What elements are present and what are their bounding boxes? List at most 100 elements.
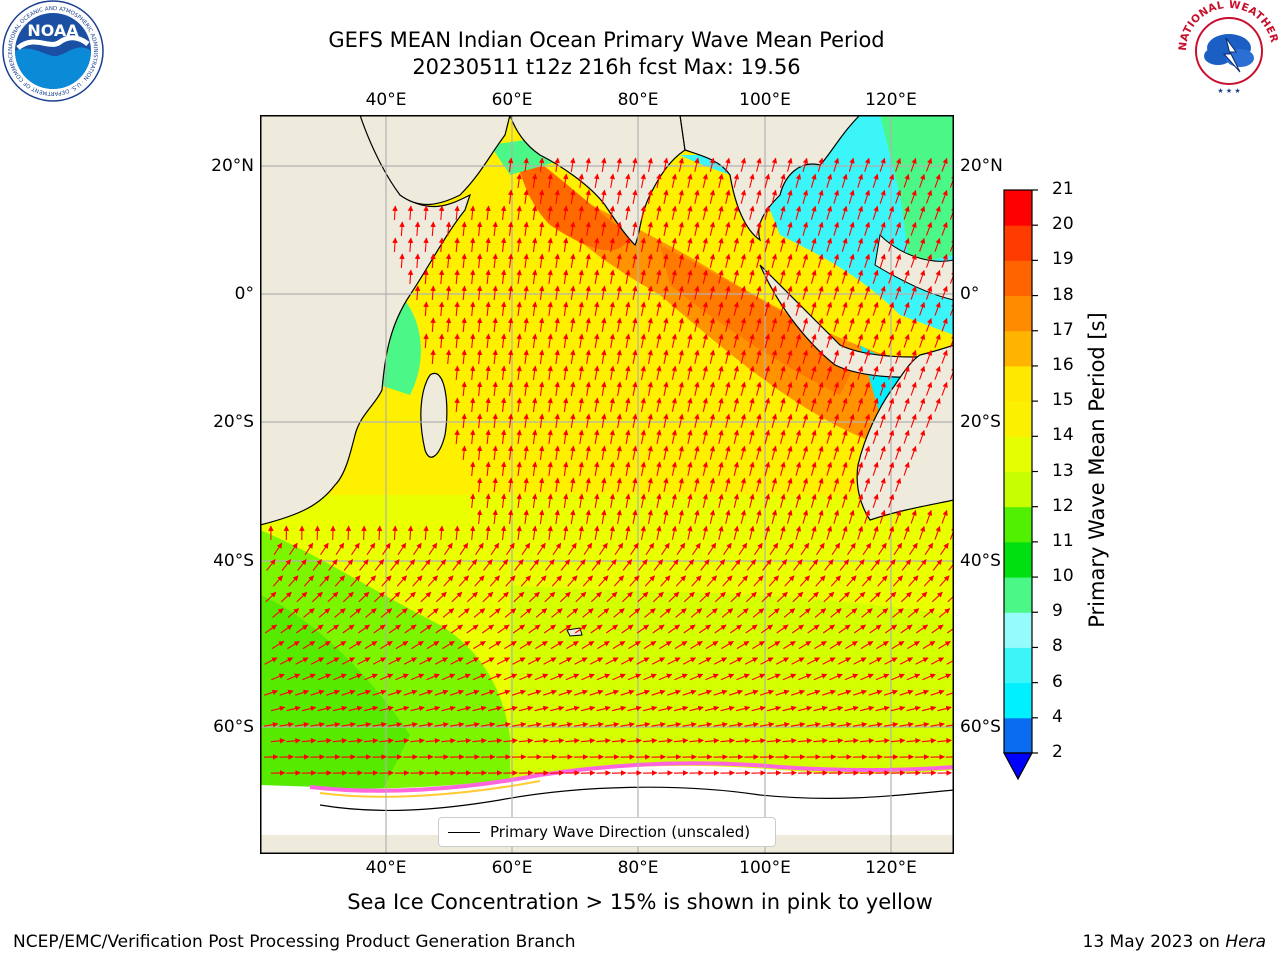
wave-direction-arrow [475, 542, 484, 556]
wave-direction-arrow [492, 253, 498, 269]
wave-direction-arrow [476, 317, 483, 333]
wave-direction-arrow [616, 317, 622, 332]
wave-direction-arrow [702, 429, 708, 444]
wave-direction-arrow [514, 559, 524, 571]
wave-direction-arrow [810, 237, 817, 252]
wave-direction-arrow [421, 559, 431, 571]
wave-direction-arrow [436, 559, 447, 571]
wave-direction-arrow [500, 365, 507, 381]
wave-direction-arrow [857, 365, 864, 380]
wave-direction-arrow [538, 477, 545, 492]
wave-direction-arrow [640, 493, 646, 509]
wave-direction-arrow [795, 493, 802, 508]
wave-direction-arrow [795, 365, 802, 380]
wave-direction-arrow [777, 559, 788, 571]
wave-direction-arrow [671, 397, 677, 412]
wave-direction-arrow [616, 189, 622, 204]
wave-direction-arrow [795, 461, 802, 476]
wave-direction-arrow [630, 542, 639, 556]
wave-direction-arrow [601, 221, 607, 236]
wave-direction-arrow [725, 253, 731, 268]
wave-direction-arrow [903, 365, 910, 380]
wave-direction-arrow [872, 429, 879, 444]
wave-direction-arrow [273, 542, 283, 556]
wave-direction-arrow [702, 269, 708, 284]
wave-direction-arrow [709, 285, 716, 300]
wave-direction-arrow [678, 189, 684, 204]
wave-direction-arrow [771, 189, 778, 204]
wave-direction-arrow [632, 221, 638, 237]
lat-label-left: 20°S [213, 412, 254, 432]
colorbar-segment [1004, 295, 1032, 332]
wave-direction-arrow [538, 509, 545, 524]
wave-direction-arrow [764, 237, 771, 252]
wave-direction-arrow [771, 253, 778, 268]
wave-direction-arrow [609, 333, 615, 348]
wave-direction-arrow [516, 525, 522, 540]
wave-direction-arrow [638, 559, 648, 571]
wave-direction-arrow [910, 189, 917, 204]
wave-direction-arrow [647, 413, 653, 429]
footer-credit: NCEP/EMC/Verification Post Processing Pr… [13, 932, 576, 952]
wave-direction-arrow [857, 301, 864, 316]
wave-direction-arrow [507, 285, 514, 300]
wave-direction-arrow [663, 413, 669, 429]
wave-direction-arrow [538, 253, 545, 268]
wave-direction-arrow [903, 205, 910, 220]
wave-direction-arrow [879, 221, 886, 236]
wave-direction-arrow [841, 269, 848, 284]
wave-direction-arrow [507, 349, 514, 364]
wave-direction-arrow [676, 542, 686, 556]
wave-direction-arrow [725, 381, 731, 396]
wave-direction-arrow [430, 349, 436, 365]
wave-direction-arrow [725, 477, 731, 492]
wave-direction-arrow [459, 542, 469, 556]
wave-direction-arrow [733, 205, 740, 220]
wave-direction-arrow [647, 477, 653, 493]
wave-direction-arrow [656, 429, 662, 445]
wave-direction-arrow [562, 397, 569, 412]
wave-direction-arrow [678, 381, 684, 396]
wave-direction-arrow [547, 237, 553, 252]
wave-direction-arrow [848, 509, 855, 524]
wave-direction-arrow [678, 509, 684, 524]
wave-direction-arrow [593, 237, 600, 252]
wave-direction-arrow [500, 333, 507, 349]
wave-direction-arrow [492, 221, 498, 237]
wave-direction-arrow [817, 349, 824, 364]
map-title: GEFS MEAN Indian Ocean Primary Wave Mean… [328, 28, 885, 52]
wave-direction-arrow [702, 365, 708, 380]
wave-direction-arrow [841, 301, 848, 316]
colorbar-tick-label: 15 [1052, 390, 1074, 411]
wave-direction-arrow [888, 333, 895, 348]
wave-direction-arrow [601, 157, 607, 172]
wave-direction-arrow [733, 493, 740, 508]
wave-direction-arrow [879, 509, 886, 524]
wave-direction-arrow [500, 397, 507, 413]
wave-direction-arrow [833, 445, 840, 460]
wave-direction-arrow [786, 253, 793, 268]
legend-label: Primary Wave Direction (unscaled) [490, 823, 751, 841]
lat-label-right: 20°N [960, 156, 1003, 176]
wave-direction-arrow [616, 381, 622, 396]
wave-direction-arrow [423, 301, 429, 317]
wave-direction-arrow [578, 397, 584, 412]
wave-direction-arrow [718, 205, 724, 220]
wave-direction-arrow [802, 413, 809, 428]
wave-direction-arrow [476, 349, 483, 365]
wave-direction-arrow [848, 285, 855, 300]
lon-label-bottom: 120°E [865, 858, 917, 878]
wave-direction-arrow [531, 365, 538, 380]
colorbar-tick-label: 20 [1052, 214, 1074, 235]
wave-direction-arrow [864, 349, 871, 364]
wave-direction-arrow [454, 301, 460, 317]
wave-direction-arrow [663, 381, 669, 397]
wave-direction-arrow [786, 509, 793, 524]
wave-direction-arrow [817, 477, 824, 492]
wave-direction-arrow [568, 542, 577, 556]
wave-direction-arrow [802, 445, 809, 460]
wave-direction-arrow [523, 157, 529, 172]
wave-direction-arrow [443, 575, 454, 587]
wave-direction-arrow [601, 413, 607, 428]
wave-direction-arrow [888, 269, 895, 284]
